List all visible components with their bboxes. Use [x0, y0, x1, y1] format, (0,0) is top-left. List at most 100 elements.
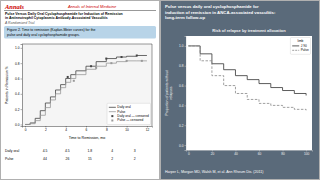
tick-mark [185, 66, 187, 67]
legend-symbol [111, 115, 113, 117]
chart-title: Risk of relapse by treatment allocation [212, 28, 286, 33]
axis-line [21, 45, 23, 127]
tick-mark [21, 48, 23, 49]
y-axis-title-line: Patients in Remission % [5, 66, 9, 104]
table-cell: 3 [134, 149, 136, 153]
tick: 80 [281, 150, 285, 156]
table-cell: 2 [134, 157, 136, 161]
axis-line [187, 151, 313, 152]
y-axis-title: Patients in Remission % [5, 66, 9, 104]
left-panel [1, 1, 159, 179]
tick: 100 [304, 150, 310, 156]
legend-symbol [292, 45, 299, 46]
tick-label: 0.0 [179, 144, 184, 148]
table-row-label: Daily oral [5, 149, 19, 153]
annotation: Figure 2. Time to remission (Kaplan-Meie… [7, 28, 96, 32]
tick: 0.4 [15, 92, 22, 96]
tick-label: 4 [65, 128, 67, 132]
figure: AnnalsAnnals of Internal MedicinePulse V… [0, 0, 320, 180]
tick: 8 [106, 126, 108, 132]
tick-label: 100 [304, 152, 310, 156]
right-panel [161, 1, 319, 179]
step-line [188, 46, 306, 110]
tick-label: 12 [146, 128, 150, 132]
tick: 60 [258, 150, 262, 156]
tick: 0.8 [15, 62, 22, 66]
annotation: pulse and daily oral cyclophosphamide gr… [7, 33, 80, 37]
tick-label: 1.0 [179, 44, 184, 48]
chart: 0204060801000.00.20.40.60.81.0Risk of re… [165, 28, 313, 156]
table-cell: 4.5 [43, 149, 48, 153]
annotation: Annals of Internal Medicine [67, 4, 117, 9]
tick-label: 0.6 [179, 84, 184, 88]
tick: 0.2 [179, 124, 186, 128]
tick-label: 0.6 [15, 77, 20, 81]
tick-label: 20 [211, 152, 215, 156]
annotation: long-term follow-up [165, 15, 205, 20]
tick-label: 0.8 [15, 62, 20, 66]
tick-label: 80 [281, 152, 285, 156]
tick-mark [185, 125, 187, 126]
tick: 4 [65, 126, 67, 132]
table-cell: 26 [66, 157, 70, 161]
legend-symbol [109, 111, 116, 112]
legend-symbol [292, 50, 299, 51]
tick-label: 0 [25, 128, 27, 132]
censor-marker [110, 62, 112, 64]
tick-label: 0.2 [179, 124, 184, 128]
censor-marker [73, 80, 75, 82]
tick-mark [185, 46, 187, 47]
tick-label: 0.4 [179, 104, 184, 108]
censor-marker [105, 58, 107, 60]
tick-mark [21, 78, 23, 79]
legend: limbJ 90Pulse [290, 38, 310, 55]
chart: 0246810120.00.20.40.60.81.0Time to Remis… [5, 44, 153, 140]
legend-label: J 90 [301, 44, 307, 48]
legend: Daily oralPulseDaily oral — censoredPuls… [107, 103, 150, 124]
background [0, 0, 320, 180]
tick-mark [21, 63, 23, 64]
tick-mark [185, 86, 187, 87]
tick: 1.0 [179, 44, 186, 48]
y-axis-title: Proportion of patients withoutrelapses [165, 70, 173, 115]
legend-box [107, 103, 150, 124]
tick-label: 60 [258, 152, 262, 156]
axis-line [152, 44, 153, 126]
tick: 20 [211, 150, 215, 156]
censor-marker [121, 56, 123, 58]
censor-marker [95, 67, 97, 69]
tick: 0 [25, 126, 27, 132]
tick: 0.8 [179, 64, 186, 68]
censor-marker [136, 54, 138, 56]
x-axis: 024681012 [23, 126, 153, 132]
tick: 2 [45, 126, 47, 132]
annotation: induction of remission in ANCA-associate… [165, 10, 276, 15]
tick-mark [185, 145, 187, 146]
y-axis-title-line: relapses [169, 86, 173, 99]
y-axis-title-line: Proportion of patients without [165, 70, 169, 115]
tick: 0.6 [179, 84, 186, 88]
annotation: Annals [4, 3, 25, 10]
x-axis: 020406080100 [187, 150, 313, 156]
step-line [188, 46, 306, 96]
table: Daily oral4.54.51.843Pulse44261522 [5, 149, 136, 161]
marks [188, 46, 306, 110]
censor-marker [126, 60, 128, 62]
censor-marker [141, 60, 143, 62]
annotation: Pulse versus daily oral cyclophosphamide… [165, 4, 259, 9]
tick: 0.4 [179, 104, 186, 108]
tick-label: 0 [188, 152, 190, 156]
tick-mark [21, 124, 23, 125]
tick: 6 [86, 126, 88, 132]
table-cell: 2 [111, 157, 113, 161]
table-cell: 4 [111, 149, 113, 153]
table-cell: 15 [88, 157, 92, 161]
tick: 0.0 [179, 144, 186, 148]
tick-label: 2 [45, 128, 47, 132]
legend-label: Pulse [301, 48, 309, 52]
left-header: AnnalsAnnals of Internal MedicinePulse V… [4, 3, 156, 39]
y-axis: 0.00.20.40.60.81.0 [15, 45, 22, 127]
tick: 0.6 [15, 77, 22, 81]
axis-line [185, 37, 187, 151]
rule [4, 10, 156, 11]
